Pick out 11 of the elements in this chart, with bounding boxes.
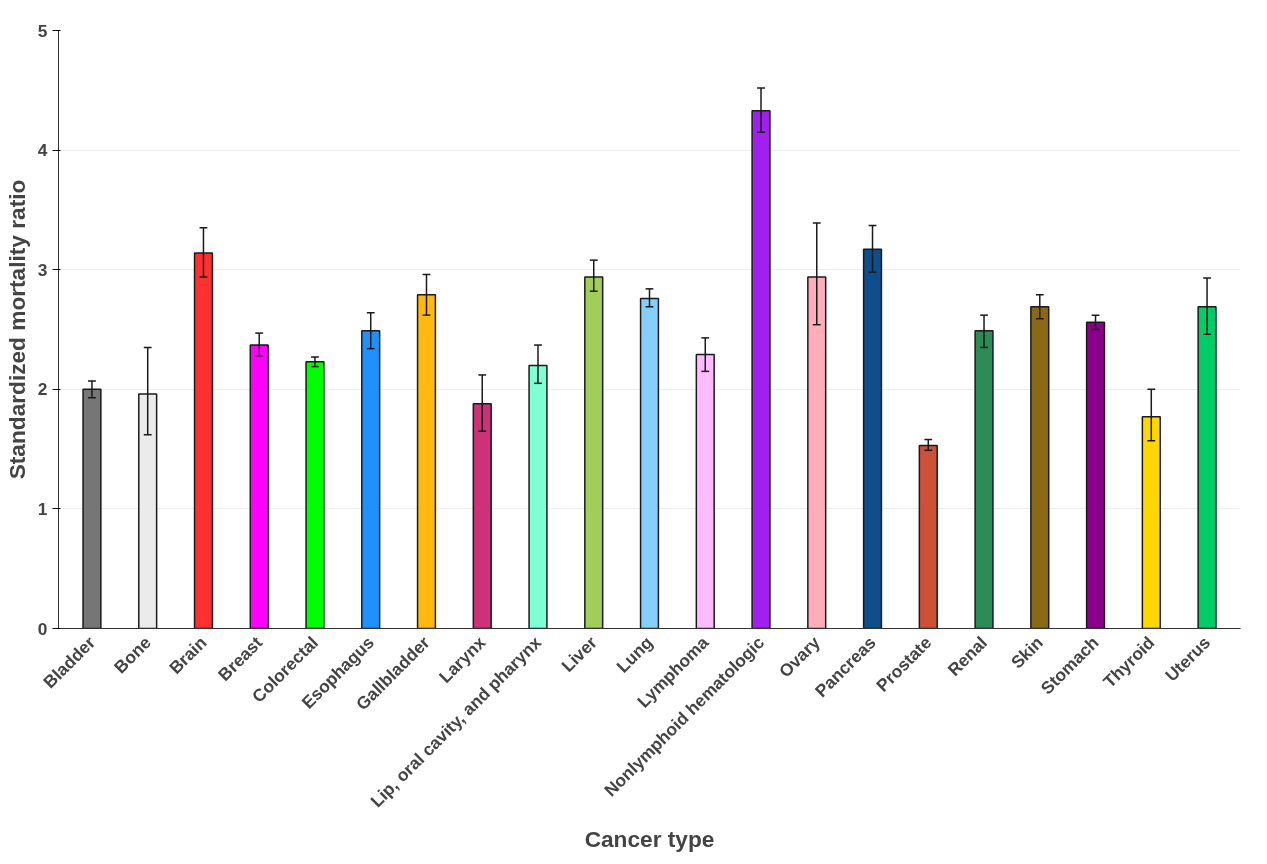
y-tick-label: 5 xyxy=(37,20,48,41)
bar xyxy=(918,444,938,629)
y-tick-label: 3 xyxy=(37,259,48,280)
y-tick-label: 2 xyxy=(37,379,48,400)
x-axis-title: Cancer type xyxy=(584,826,715,853)
y-axis-title: Standardized mortality ratio xyxy=(3,179,30,480)
y-tick-label: 1 xyxy=(37,498,48,519)
bar xyxy=(305,361,325,629)
y-tick-label: 0 xyxy=(37,618,48,639)
y-tick-label: 4 xyxy=(37,140,48,161)
x-tick-label: Skin xyxy=(1006,632,1047,673)
